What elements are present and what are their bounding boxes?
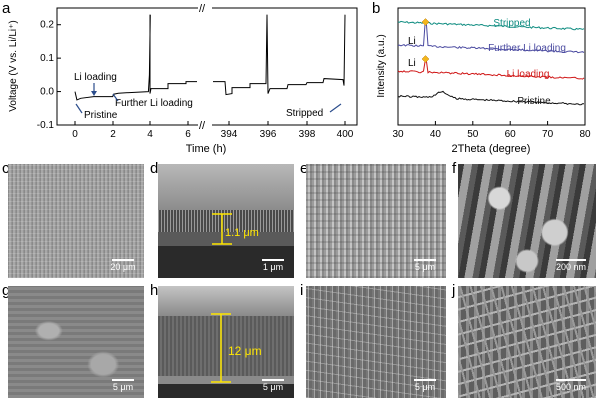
y-tick-label-a-0: -0.1 <box>37 120 55 131</box>
y-axis-label-b: Intensity (a.u.) <box>376 34 387 97</box>
panel-label-h: h <box>150 282 159 299</box>
sem-image-c: 20 μm <box>8 164 144 278</box>
x-tick-label-b-5: 80 <box>579 129 591 140</box>
x-tick-label-a-left-2: 4 <box>147 129 153 140</box>
x-tick-label-b-3: 60 <box>505 129 517 140</box>
panel-label-c: c <box>2 160 10 177</box>
arrow-stripped <box>329 103 342 113</box>
scalebar-label-f: 200 nm <box>555 262 587 272</box>
voltage-time-chart: -0.1 0.0 0.1 0.2 0 2 4 6 394 396 398 400 // // Li … <box>8 3 358 155</box>
li-peak-marker-2 <box>421 55 430 63</box>
panel-label-a: a <box>2 0 11 17</box>
sem-image-d: 1.1 μm 1 μm <box>158 164 294 278</box>
sem-image-e: 5 μm <box>306 164 446 278</box>
x-tick-label-a-right-0: 394 <box>221 129 238 140</box>
arrow-further <box>112 93 119 102</box>
legend-further-li: Further Li loading <box>488 43 566 54</box>
legend-stripped: Stripped <box>493 18 530 29</box>
y-tick-label-a-1: 0.0 <box>40 87 54 98</box>
scalebar-g: 5 μm <box>108 379 138 392</box>
scalebar-i: 5 μm <box>410 379 440 392</box>
y-tick-label-a-2: 0.1 <box>40 53 54 64</box>
xrd-chart: 30 40 50 60 70 80 Li Li Stripped Further Li l… <box>376 7 591 155</box>
scalebar-label-d: 1 μm <box>262 262 284 272</box>
x-axis-label-b: 2Theta (degree) <box>452 143 531 155</box>
x-tick-label-a-right-1: 396 <box>260 129 277 140</box>
scalebar-label-i: 5 μm <box>414 382 436 392</box>
annotation-further-li-loading: Further Li loading <box>115 98 193 109</box>
li-peak-marker-1 <box>421 18 430 26</box>
x-tick-label-a-left-3: 6 <box>185 129 191 140</box>
x-tick-label-b-1: 40 <box>430 129 442 140</box>
y-tick-label-a-3: 0.2 <box>40 20 54 31</box>
axis-break-bottom: // <box>199 120 206 132</box>
legend-pristine: Pristine <box>517 96 551 107</box>
series-further-li-line <box>397 23 585 54</box>
y-axis-label-a: Voltage (V vs. Li/Li⁺) <box>8 20 19 111</box>
thickness-indicator-h: 12 μm <box>211 313 262 383</box>
legend-li-loading: Li loading <box>507 69 550 80</box>
axis-break-top: // <box>199 3 206 15</box>
thickness-indicator-d: 1.1 μm <box>212 213 259 245</box>
peak-label-li-2: Li <box>408 58 416 69</box>
series-li-loading-line <box>397 61 585 80</box>
sem-image-i: 5 μm <box>306 286 446 398</box>
annotation-pristine: Pristine <box>84 110 118 121</box>
annotation-stripped: Stripped <box>286 108 323 119</box>
voltage-curve <box>74 14 346 101</box>
x-tick-label-b-4: 70 <box>542 129 554 140</box>
thickness-label-h: 12 μm <box>228 344 262 358</box>
sem-image-j: 500 nm <box>458 286 596 398</box>
sem-image-f: 200 nm <box>458 164 596 278</box>
thickness-label-d: 1.1 μm <box>225 227 259 239</box>
scalebar-c: 20 μm <box>108 259 138 272</box>
scalebar-d: 1 μm <box>258 259 288 272</box>
arrow-head-li-loading <box>91 91 97 96</box>
scalebar-label-g: 5 μm <box>112 382 134 392</box>
x-tick-label-a-left-0: 0 <box>72 129 78 140</box>
scalebar-h: 5 μm <box>258 379 288 392</box>
scalebar-label-c: 20 μm <box>110 262 136 272</box>
peak-label-li-1: Li <box>408 36 416 47</box>
axis-break-mask-top <box>198 4 212 12</box>
arrow-pristine <box>75 103 83 114</box>
panel-label-d: d <box>150 160 159 177</box>
panel-label-f: f <box>452 160 457 177</box>
x-tick-label-a-right-2: 398 <box>299 129 316 140</box>
scalebar-label-h: 5 μm <box>262 382 284 392</box>
scalebar-e: 5 μm <box>410 259 440 272</box>
panel-label-i: i <box>300 282 304 299</box>
scalebar-label-e: 5 μm <box>414 262 436 272</box>
series-stripped-line <box>397 20 585 31</box>
x-tick-label-a-left-1: 2 <box>110 129 116 140</box>
x-tick-label-b-0: 30 <box>392 129 404 140</box>
x-tick-label-a-right-3: 400 <box>337 129 354 140</box>
scalebar-j: 500 nm <box>552 379 590 392</box>
x-axis-label-a: Time (h) <box>186 143 227 155</box>
series-pristine-line <box>397 90 584 106</box>
x-tick-label-b-2: 50 <box>467 129 479 140</box>
panel-label-e: e <box>300 160 309 177</box>
scalebar-label-j: 500 nm <box>555 382 587 392</box>
sem-image-g: 5 μm <box>8 286 144 398</box>
panel-label-b: b <box>372 0 381 17</box>
chart-b-frame <box>397 7 586 126</box>
axis-break-mask-bottom <box>198 121 212 129</box>
annotation-li-loading: Li loading <box>74 72 117 83</box>
sem-image-h: 12 μm 5 μm <box>158 286 294 398</box>
panel-label-g: g <box>2 282 11 299</box>
panel-label-j: j <box>452 282 456 299</box>
scalebar-f: 200 nm <box>552 259 590 272</box>
